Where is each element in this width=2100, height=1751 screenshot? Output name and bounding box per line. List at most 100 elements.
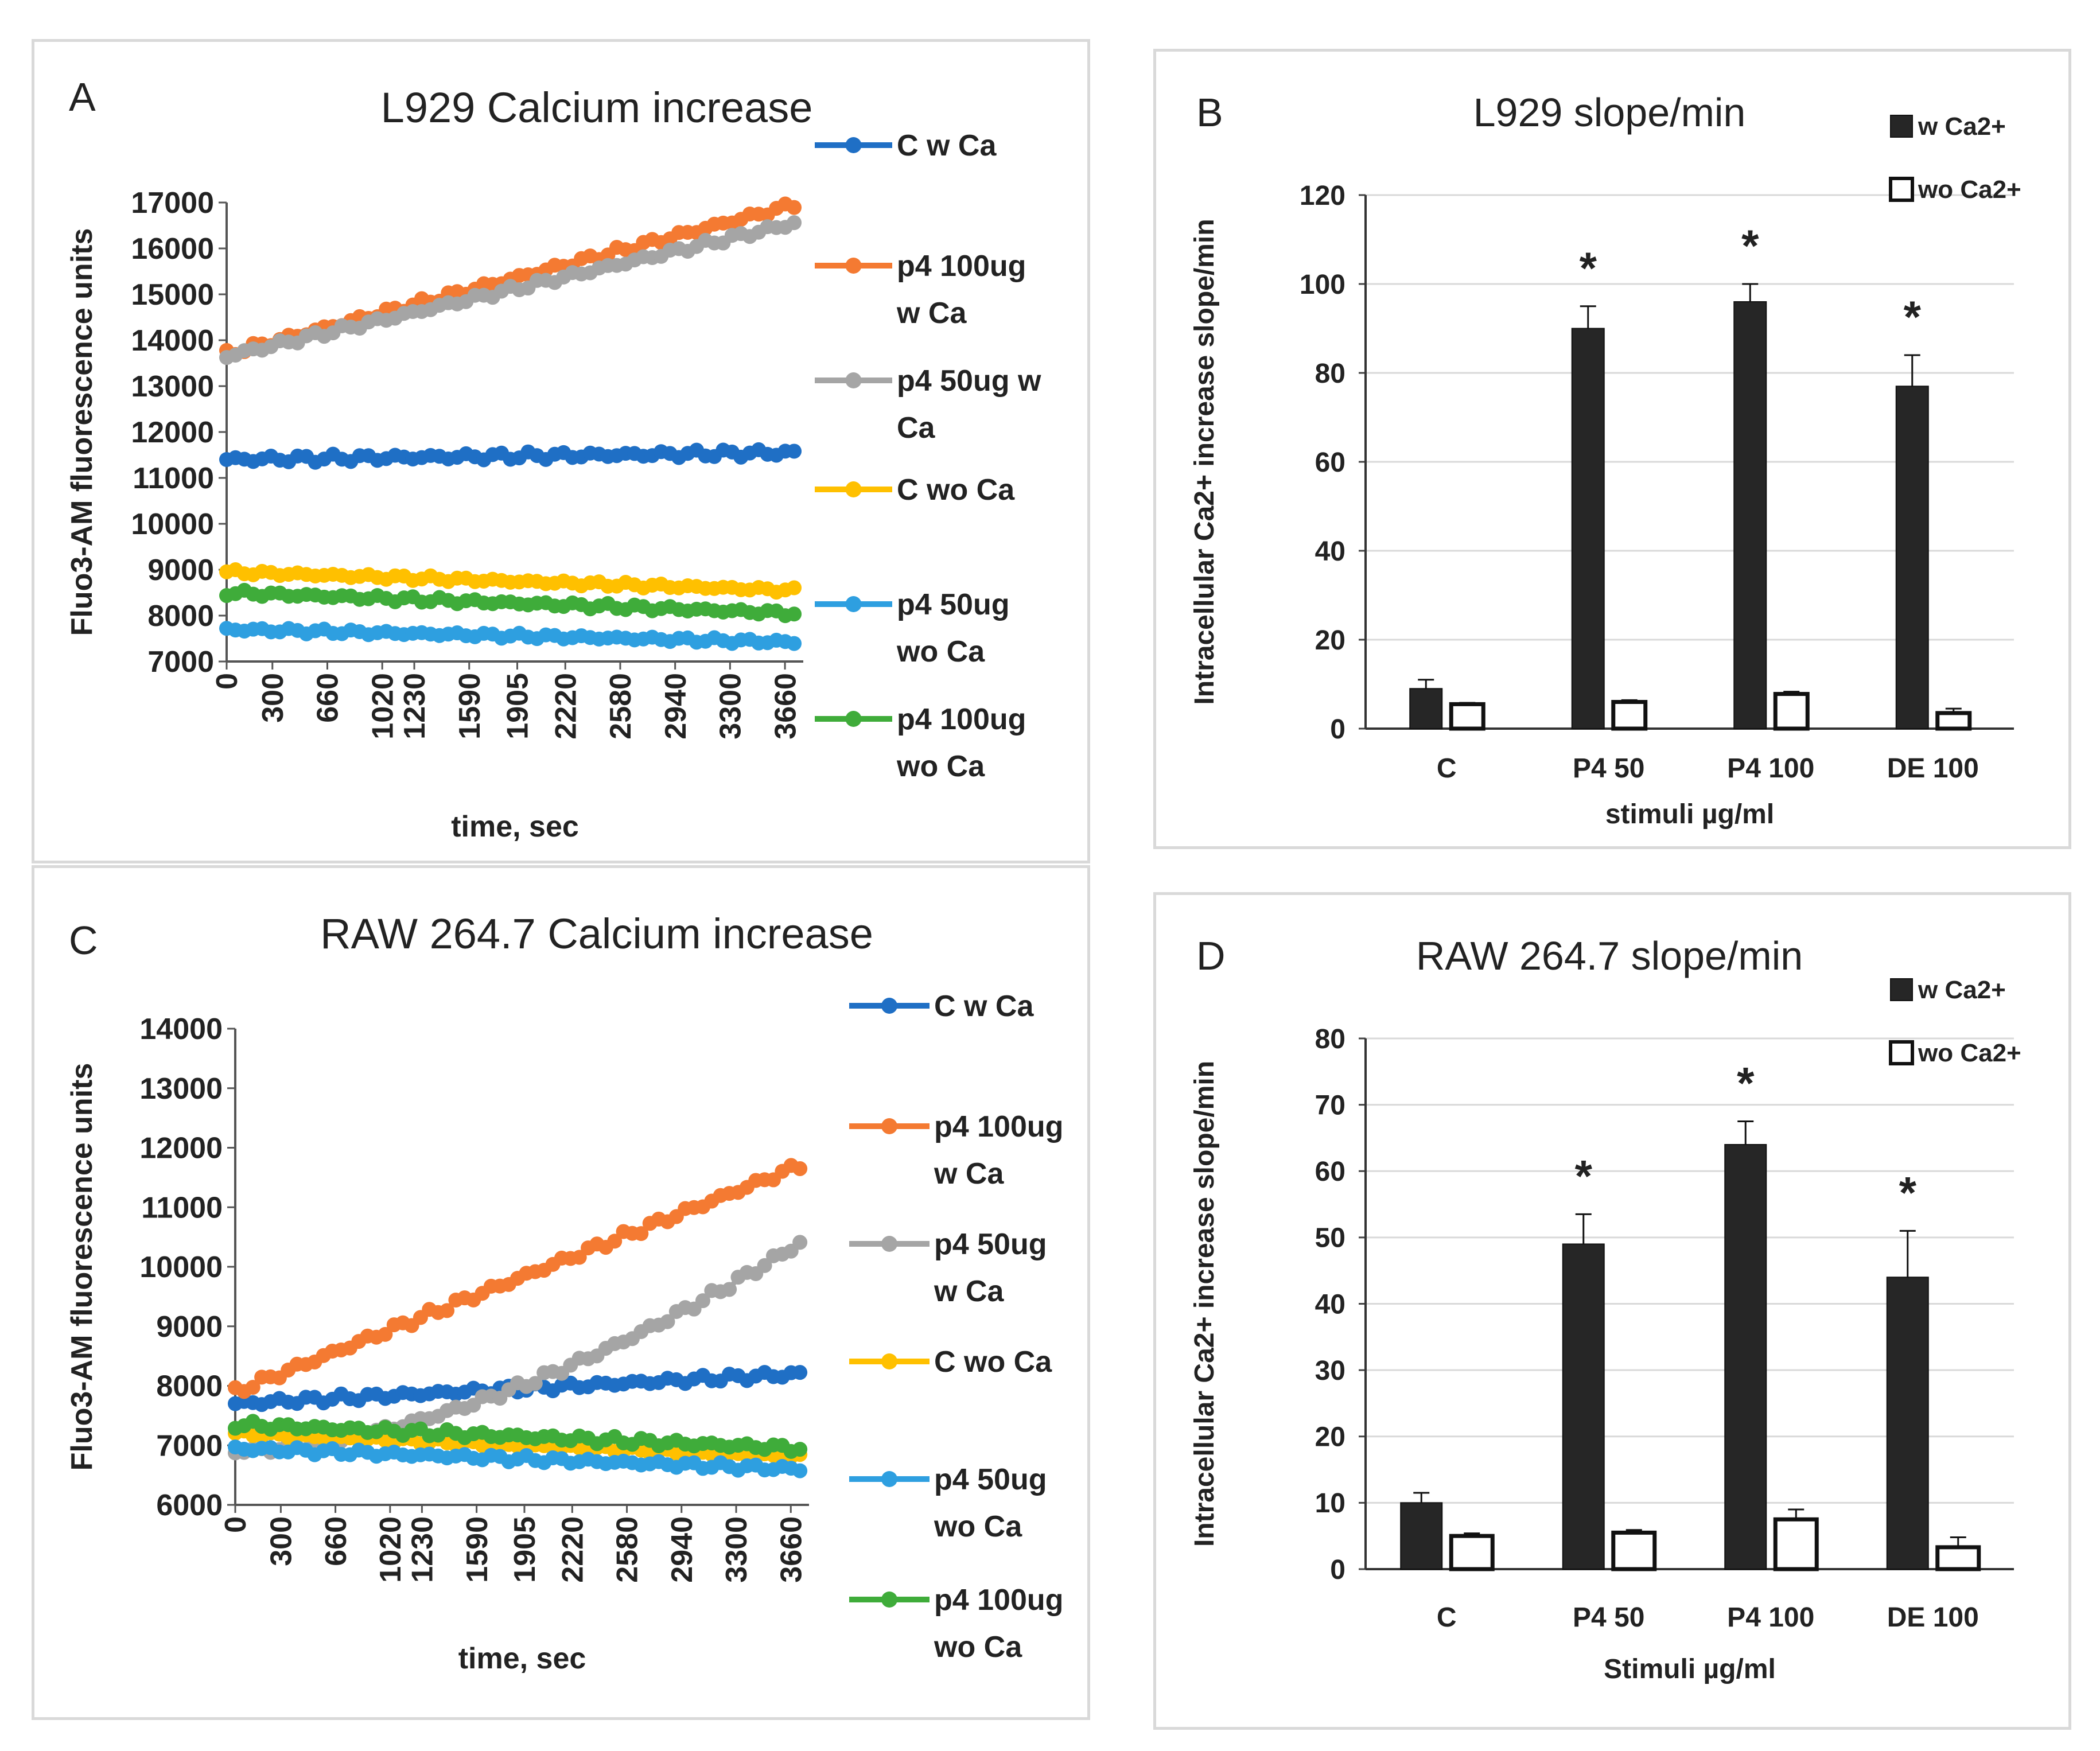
panel-letter: D bbox=[1196, 933, 1226, 978]
x-tick-label: 2220 bbox=[557, 1516, 590, 1583]
significance-star: * bbox=[1904, 291, 1922, 342]
legend-label: p4 100ug bbox=[934, 1583, 1063, 1617]
chart-b-svg: B L929 slope/min 0 20 40 60 80 100 120 C P4 50 * P4 … bbox=[1189, 90, 2021, 830]
legend-swatch-marker bbox=[881, 1118, 897, 1134]
panel-letter: A bbox=[69, 75, 96, 119]
data-point bbox=[660, 1314, 675, 1329]
y-tick-label: 7000 bbox=[156, 1429, 223, 1462]
data-point bbox=[527, 1376, 543, 1391]
y-tick-label: 80 bbox=[1315, 359, 1345, 389]
x-axis-title: Stimuli µg/ml bbox=[1604, 1654, 1776, 1684]
legend-swatch-marker bbox=[845, 481, 862, 497]
series-c-w-ca bbox=[219, 442, 802, 470]
bar-wo-ca bbox=[1611, 700, 1648, 731]
y-tick-label: 12000 bbox=[131, 416, 214, 449]
legend-swatch-marker bbox=[881, 1592, 897, 1608]
legend-swatch-marker bbox=[845, 372, 862, 388]
data-point bbox=[757, 1258, 772, 1273]
y-axis-title: Fluo3-AM fluorescence units bbox=[65, 1063, 99, 1471]
legend-swatch bbox=[1889, 177, 1914, 202]
data-point bbox=[787, 580, 802, 596]
data-point bbox=[792, 1235, 808, 1250]
y-tick-label: 12000 bbox=[139, 1132, 223, 1165]
chart-title: RAW 264.7 slope/min bbox=[1416, 933, 1803, 978]
data-point bbox=[633, 1226, 649, 1242]
legend-label: w Ca bbox=[896, 297, 967, 330]
data-point bbox=[787, 200, 802, 215]
bar-wo-ca bbox=[1449, 702, 1485, 731]
legend-label: C w Ca bbox=[897, 129, 997, 162]
y-tick-label: 14000 bbox=[131, 324, 214, 357]
y-tick-label: 20 bbox=[1315, 1422, 1345, 1453]
category-label: C bbox=[1437, 1602, 1457, 1633]
y-tick-label: 100 bbox=[1300, 270, 1345, 300]
legend-label: p4 50ug bbox=[934, 1463, 1047, 1496]
legend-label: p4 100ug bbox=[897, 703, 1026, 736]
legend-swatch bbox=[1889, 1040, 1914, 1065]
x-tick-label: 1020 bbox=[374, 1516, 407, 1583]
legend-swatch-marker bbox=[845, 596, 862, 612]
y-tick-label: 60 bbox=[1315, 1157, 1345, 1187]
x-tick-label: 1905 bbox=[508, 1516, 542, 1583]
chart-title: L929 Calcium increase bbox=[381, 84, 813, 131]
y-tick-label: 40 bbox=[1315, 1289, 1345, 1320]
legend-label: p4 100ug bbox=[897, 250, 1026, 283]
y-tick-label: 50 bbox=[1315, 1223, 1345, 1254]
bar-wo-ca bbox=[1935, 711, 1972, 731]
chart-title: L929 slope/min bbox=[1473, 90, 1746, 135]
x-axis-title: time, sec bbox=[458, 1642, 586, 1675]
category-label: P4 100 bbox=[1727, 753, 1814, 784]
bar-w-ca bbox=[1886, 1277, 1929, 1570]
x-tick-label: 2220 bbox=[549, 673, 582, 740]
bar-w-ca bbox=[1400, 1502, 1443, 1570]
data-point bbox=[792, 1463, 808, 1478]
data-point bbox=[792, 1161, 808, 1176]
x-tick-label: 3300 bbox=[720, 1516, 753, 1583]
y-axis-title: Fluo3-AM fluorescence units bbox=[65, 228, 99, 636]
y-tick-label: 70 bbox=[1315, 1090, 1345, 1120]
x-tick-label: 300 bbox=[256, 673, 290, 723]
x-tick-label: 300 bbox=[265, 1516, 298, 1566]
y-tick-label: 13000 bbox=[131, 370, 214, 403]
significance-star: * bbox=[1580, 243, 1597, 293]
bar-w-ca bbox=[1733, 301, 1767, 729]
y-tick-label: 120 bbox=[1300, 181, 1345, 211]
y-tick-label: 6000 bbox=[156, 1489, 223, 1522]
x-tick-label: 1590 bbox=[461, 1516, 494, 1583]
x-tick-label: 3660 bbox=[769, 673, 802, 740]
chart-title: RAW 264.7 Calcium increase bbox=[320, 910, 873, 958]
x-axis-title: stimuli µg/ml bbox=[1605, 799, 1774, 830]
legend-swatch-marker bbox=[881, 1471, 897, 1487]
data-point bbox=[792, 1365, 808, 1380]
bar-w-ca bbox=[1409, 688, 1443, 729]
significance-star: * bbox=[1741, 220, 1759, 271]
y-tick-label: 8000 bbox=[147, 600, 214, 633]
y-tick-label: 11000 bbox=[133, 462, 214, 495]
series-p4-50ug-wo-ca bbox=[228, 1439, 808, 1478]
x-tick-label: 3300 bbox=[714, 673, 748, 740]
chart-d-svg: D RAW 264.7 slope/min 0 10 20 30 40 50 60 70 80 C P4… bbox=[1189, 933, 2021, 1684]
y-axis-title: Intracellular Ca2+ increase slope/min bbox=[1189, 1061, 1220, 1547]
bar-wo-ca bbox=[1773, 692, 1810, 731]
x-tick-label: 660 bbox=[320, 1516, 353, 1566]
y-tick-label: 8000 bbox=[156, 1370, 223, 1403]
series-p4-100ug-w-ca bbox=[228, 1158, 808, 1399]
legend-swatch-marker bbox=[881, 998, 897, 1014]
data-point bbox=[792, 1442, 808, 1457]
x-tick-label: 3660 bbox=[775, 1516, 808, 1583]
legend-label: p4 100ug bbox=[934, 1110, 1063, 1143]
y-tick-label: 0 bbox=[1330, 714, 1345, 745]
bar-w-ca bbox=[1562, 1243, 1605, 1570]
panel-letter: B bbox=[1196, 90, 1223, 135]
legend-label: wo Ca bbox=[896, 750, 985, 783]
x-tick-label: 660 bbox=[312, 673, 345, 723]
x-tick-label: 2940 bbox=[659, 673, 693, 740]
data-point bbox=[722, 1282, 737, 1297]
legend-label: wo Ca bbox=[934, 1510, 1022, 1543]
series-c-w-ca bbox=[228, 1365, 808, 1413]
y-tick-label: 80 bbox=[1315, 1024, 1345, 1055]
category-label: DE 100 bbox=[1887, 1602, 1979, 1633]
series-p4-50ug-w-ca bbox=[219, 215, 802, 365]
chart-a-svg: A L929 Calcium increase 7000 8000 9000 10000 1… bbox=[65, 75, 1041, 843]
y-tick-label: 9000 bbox=[147, 554, 214, 587]
